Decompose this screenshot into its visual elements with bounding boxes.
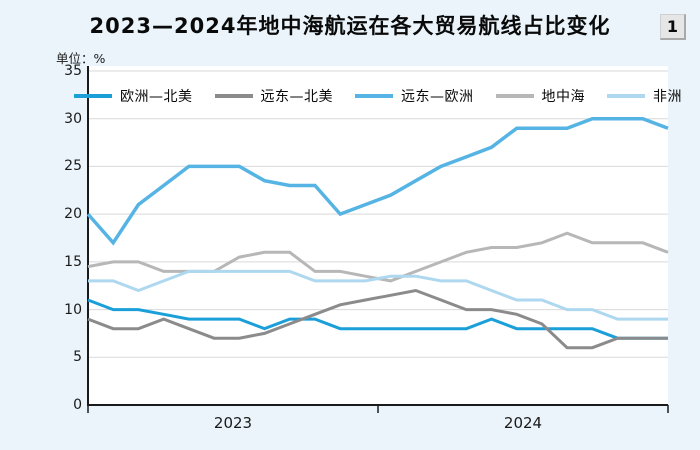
chart-legend: 欧洲—北美 远东—北美 远东—欧洲 地中海 非洲: [74, 86, 682, 106]
x-axis-year-label-2023: 2023: [213, 414, 253, 432]
legend-swatch-fareast-europe: [355, 94, 393, 98]
y-axis-tick-label-10: 10: [64, 301, 82, 318]
y-axis-tick-label-35: 35: [64, 63, 82, 79]
legend-item-fareast-europe: 远东—欧洲: [355, 86, 474, 106]
legend-label-fareast-europe: 远东—欧洲: [401, 89, 474, 105]
legend-label-africa: 非洲: [653, 89, 682, 105]
line-mediterranean: [87, 231, 669, 283]
legend-label-europe-north-america: 欧洲—北美: [120, 89, 193, 105]
line-fareast-north-america: [87, 288, 668, 350]
y-axis-tick-label-5: 5: [73, 349, 82, 366]
y-axis-tick-label-25: 25: [64, 158, 82, 175]
y-axis: 0 5 10 15 20 25 30 35: [0, 0, 82, 450]
legend-swatch-mediterranean: [495, 94, 534, 98]
figure-number-badge: 1: [660, 14, 686, 40]
x-axis-year-label-2024: 2024: [503, 414, 543, 432]
legend-swatch-europe-north-america: [74, 94, 112, 98]
legend-label-fareast-north-america: 远东—北美: [260, 89, 333, 105]
legend-label-mediterranean: 地中海: [541, 89, 585, 105]
line-europe-north-america: [87, 298, 668, 340]
legend-item-mediterranean: 地中海: [495, 86, 586, 106]
unit-label: 单位：%: [56, 51, 106, 66]
line-fareast-europe: [86, 116, 669, 246]
y-axis-tick-label-15: 15: [64, 253, 82, 270]
legend-item-africa: 非洲: [607, 86, 682, 106]
legend-swatch-fareast-north-america: [214, 94, 253, 98]
legend-item-fareast-north-america: 远东—北美: [214, 86, 334, 106]
y-axis-tick-label-30: 30: [64, 110, 82, 127]
page-title: 2023—2024年地中海航运在各大贸易航线占比变化: [89, 14, 611, 38]
line-africa: [88, 269, 668, 321]
legend-item-europe-north-america: 欧洲—北美: [74, 86, 193, 106]
y-axis-tick-label-20: 20: [64, 206, 82, 223]
legend-swatch-africa: [607, 94, 645, 98]
y-axis-tick-label-0: 0: [73, 397, 82, 413]
